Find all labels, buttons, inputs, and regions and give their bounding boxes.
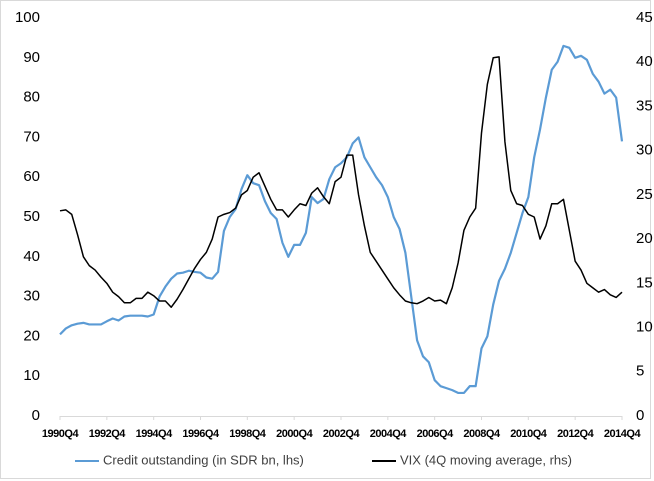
x-tick-label: 2012Q4 — [557, 428, 595, 440]
series-line — [59, 44, 624, 395]
y-tick-label: 0 — [32, 407, 40, 424]
y-tick-label: 100 — [15, 9, 40, 26]
x-tick-label: 1990Q4 — [42, 428, 80, 440]
y-tick-label: 60 — [23, 168, 40, 185]
legend-label: Credit outstanding (in SDR bn, lhs) — [103, 452, 304, 467]
y-tick-label: 50 — [23, 208, 40, 225]
x-tick-label: 1996Q4 — [182, 428, 220, 440]
legend-label: VIX (4Q moving average, rhs) — [400, 452, 572, 467]
x-tick-label: 2008Q4 — [463, 428, 501, 440]
y2-tick-label: 10 — [636, 319, 653, 336]
y-tick-label: 80 — [23, 89, 40, 106]
y2-tick-label: 30 — [636, 142, 653, 159]
y-tick-label: 30 — [23, 288, 40, 305]
y-tick-label: 70 — [23, 128, 40, 145]
y2-tick-label: 20 — [636, 230, 653, 247]
x-tick-label: 2004Q4 — [370, 428, 408, 440]
series-line — [59, 56, 623, 308]
y2-tick-label: 45 — [636, 9, 653, 26]
x-tick-label: 2000Q4 — [276, 428, 314, 440]
y-tick-label: 10 — [23, 367, 40, 384]
y2-tick-label: 40 — [636, 53, 653, 70]
y2-tick-label: 15 — [636, 274, 653, 291]
x-tick-label: 2006Q4 — [417, 428, 455, 440]
x-tick-label: 2014Q4 — [604, 428, 642, 440]
y-tick-label: 90 — [23, 49, 40, 66]
y2-tick-label: 25 — [636, 186, 653, 203]
x-tick-label: 1992Q4 — [89, 428, 127, 440]
y-tick-label: 40 — [23, 248, 40, 265]
x-tick-label: 1994Q4 — [136, 428, 174, 440]
x-tick-label: 2002Q4 — [323, 428, 361, 440]
y-tick-label: 20 — [23, 327, 40, 344]
x-tick-label: 1998Q4 — [229, 428, 267, 440]
y2-tick-label: 5 — [636, 363, 644, 380]
x-tick-label: 2010Q4 — [510, 428, 548, 440]
y2-tick-label: 35 — [636, 97, 653, 114]
y2-tick-label: 0 — [636, 407, 644, 424]
